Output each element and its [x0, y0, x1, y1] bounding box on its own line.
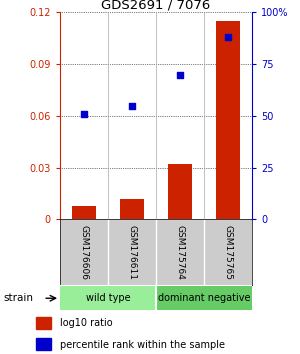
Text: GSM176606: GSM176606 — [80, 225, 88, 280]
Bar — [216, 21, 240, 219]
Text: dominant negative: dominant negative — [158, 293, 250, 303]
Bar — [72, 206, 96, 219]
Text: wild type: wild type — [86, 293, 130, 303]
Point — [82, 111, 86, 117]
Point — [130, 103, 134, 108]
Text: GSM176611: GSM176611 — [128, 225, 136, 280]
Bar — [36, 338, 51, 350]
Bar — [60, 286, 156, 310]
Text: GSM175764: GSM175764 — [176, 225, 184, 280]
Point — [178, 72, 182, 78]
Bar — [168, 164, 192, 219]
Title: GDS2691 / 7076: GDS2691 / 7076 — [101, 0, 211, 11]
Bar — [120, 199, 144, 219]
Bar — [156, 286, 252, 310]
Text: GSM175765: GSM175765 — [224, 225, 232, 280]
Point — [226, 34, 230, 40]
Bar — [36, 316, 51, 329]
Text: percentile rank within the sample: percentile rank within the sample — [60, 339, 225, 350]
Text: strain: strain — [4, 293, 34, 303]
Text: log10 ratio: log10 ratio — [60, 318, 112, 329]
